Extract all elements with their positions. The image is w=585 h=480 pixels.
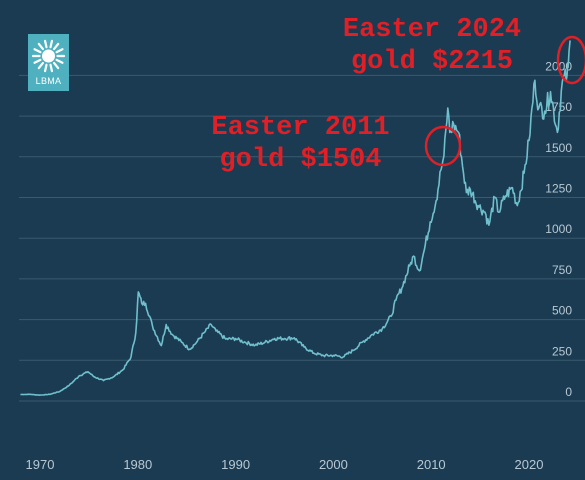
grid-lines (19, 74, 585, 402)
sun-icon (31, 39, 66, 73)
y-tick-label: 500 (552, 304, 572, 318)
x-tick-label: 2020 (515, 457, 544, 472)
easter-2011-circle (424, 125, 462, 167)
annotation-line: Easter 2011 (211, 113, 390, 143)
gold-price-line (20, 40, 571, 396)
x-tick-label: 2010 (417, 457, 446, 472)
logo-text: LBMA (35, 76, 62, 86)
y-tick-label: 1000 (545, 222, 572, 236)
x-tick-label: 1980 (123, 457, 152, 472)
y-tick-label: 250 (552, 344, 572, 358)
easter-2024-annotation: Easter 2024 gold $2215 (318, 14, 546, 78)
y-tick-label: 1250 (545, 182, 572, 196)
y-tick-label: 1500 (545, 141, 572, 155)
x-tick-label: 1970 (26, 457, 55, 472)
easter-2011-annotation: Easter 2011 gold $1504 (188, 112, 413, 176)
lbma-logo: LBMA (28, 34, 69, 91)
y-tick-label: 0 (565, 385, 572, 399)
annotation-line: gold $2215 (350, 47, 514, 77)
easter-2024-circle (556, 35, 585, 85)
y-tick-label: 750 (552, 263, 572, 277)
x-axis-ticks: 1970 1980 1990 2000 2010 2020 (26, 457, 544, 472)
x-tick-label: 2000 (319, 457, 348, 472)
annotation-line: Easter 2024 (342, 15, 522, 45)
annotation-line: gold $1504 (219, 145, 382, 175)
x-tick-label: 1990 (221, 457, 250, 472)
